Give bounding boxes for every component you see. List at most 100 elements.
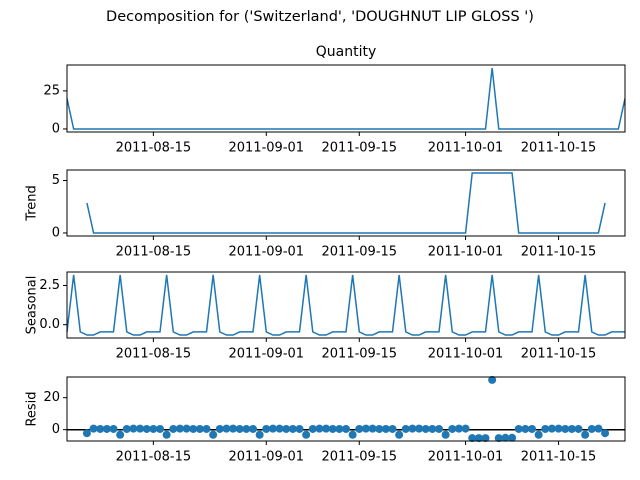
point [481,434,490,443]
x-tick-label: 2011-10-15 [521,347,597,362]
figure-title: Decomposition for ('Switzerland', 'DOUGH… [106,9,534,25]
point [322,424,331,433]
y-tick-label: 0 [52,225,60,240]
point [82,429,91,438]
x-tick-label: 2011-10-01 [428,245,504,260]
point [162,430,171,439]
x-tick-label: 2011-08-15 [116,141,192,156]
point [561,424,570,433]
point [342,424,350,433]
point [182,424,191,433]
point [388,424,397,433]
axes-frame [66,64,626,133]
x-tick-label: 2011-09-01 [229,245,305,260]
point [262,424,271,433]
series-line [66,67,626,130]
x-tick-label: 2011-09-15 [322,450,398,465]
point [222,424,231,433]
point [461,424,470,433]
point [335,424,344,433]
point [435,424,443,433]
y-tick-label: 25 [43,83,60,98]
x-tick-label: 2011-09-01 [229,450,305,465]
point [202,424,211,433]
point [189,424,198,433]
x-tick-label: 2011-10-15 [521,450,597,465]
y-tick-label: 0 [52,121,60,136]
point [581,430,590,439]
y-tick-label: 5 [52,173,60,188]
point [368,424,377,433]
axes-frame [66,169,626,237]
point [328,424,337,433]
point [554,424,563,433]
point [421,424,430,433]
y-axis-label: Trend [25,185,40,222]
point [381,424,390,433]
subplot-title: Quantity [316,44,377,60]
point [567,424,576,433]
point [282,424,291,433]
point [209,430,218,439]
point [295,424,304,433]
x-tick-label: 2011-08-15 [116,347,192,362]
point [494,434,503,443]
point [601,429,610,438]
point [175,424,184,433]
x-tick-label: 2011-10-01 [428,450,504,465]
point [348,430,357,439]
point [408,424,417,433]
point [255,430,264,439]
point [302,430,311,439]
point [428,424,437,433]
x-tick-label: 2011-09-01 [229,347,305,362]
point [361,424,370,433]
point [109,424,118,433]
point [96,424,105,433]
point [195,424,204,433]
y-tick-label: 0 [52,422,60,437]
point [521,424,530,433]
point [122,424,131,433]
x-tick-label: 2011-09-01 [229,141,305,156]
point [395,430,404,439]
point [235,424,244,433]
point [401,424,410,433]
point [275,424,284,433]
point [116,430,125,439]
x-tick-label: 2011-09-15 [322,245,398,260]
point [534,430,543,439]
axes-frame [66,376,626,442]
y-axis-label: Resid [25,391,40,426]
x-tick-label: 2011-10-15 [521,245,597,260]
point [541,424,550,433]
point [308,424,317,433]
x-tick-label: 2011-08-15 [116,450,192,465]
point [142,424,151,433]
point [474,434,483,443]
point [594,424,603,433]
point [89,424,98,433]
point [547,424,556,433]
series-line [86,172,606,234]
y-tick-label: 2.5 [39,278,60,293]
point [454,424,463,433]
point [488,375,497,384]
axes-frame [66,271,626,339]
x-tick-label: 2011-10-01 [428,347,504,362]
point [448,424,457,433]
point [514,424,523,433]
point [415,424,424,433]
point [149,424,158,433]
point [501,433,510,442]
point [375,424,384,433]
point [242,424,251,433]
point [249,424,257,433]
point [268,424,277,433]
point [102,424,111,433]
x-tick-label: 2011-08-15 [116,245,192,260]
x-tick-label: 2011-10-01 [428,141,504,156]
point [129,424,138,433]
point [441,430,450,439]
